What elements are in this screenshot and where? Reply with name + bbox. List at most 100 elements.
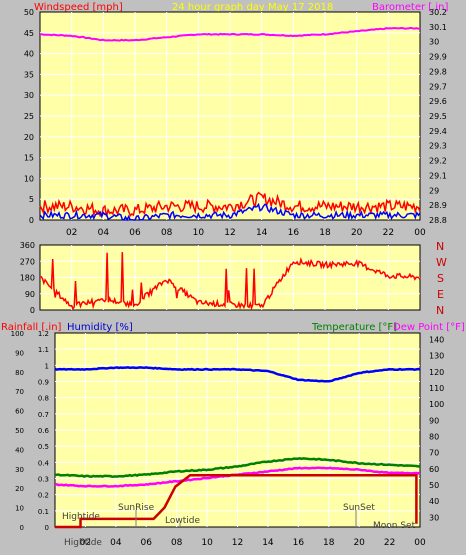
bottom-xtick-22: 22 — [384, 538, 395, 548]
top-xtick-12: 12 — [224, 228, 235, 238]
top-xtick-08: 08 — [161, 228, 173, 238]
temp-ytick-120: 120 — [429, 368, 444, 377]
top-ytick-right-29.2: 29.2 — [429, 157, 447, 166]
barometer-label: Barometer [.in] — [372, 2, 448, 13]
top-xtick-20: 20 — [351, 228, 363, 238]
top-ytick-left-35: 35 — [24, 70, 34, 79]
hum-ytick-60: 60 — [15, 408, 24, 416]
top-ytick-left-20: 20 — [24, 133, 34, 142]
top-ytick-right-29.7: 29.7 — [429, 82, 447, 91]
barometer-line — [40, 26, 420, 42]
top-xtick-04: 04 — [98, 228, 110, 238]
temp-ytick-50: 50 — [429, 481, 439, 490]
top-ytick-right-30: 30 — [429, 38, 439, 47]
rain-ytick-1.1: 1.1 — [38, 346, 49, 354]
rain-ytick-0.1: 0.1 — [38, 508, 49, 516]
temperature-label: Temperature [°F] — [311, 322, 397, 333]
top-ytick-left-40: 40 — [24, 50, 34, 59]
top-ytick-right-29.9: 29.9 — [429, 53, 447, 62]
bottom-xtick-00: 00 — [414, 538, 426, 548]
temperature-line — [54, 457, 421, 478]
hum-ytick-30: 30 — [15, 466, 24, 474]
top-xtick-02: 02 — [66, 228, 77, 238]
temp-ytick-100: 100 — [429, 400, 444, 409]
compass-n-top: N — [436, 240, 444, 253]
top-xtick-18: 18 — [319, 228, 331, 238]
humidity-line — [54, 366, 421, 383]
top-ytick-left-10: 10 — [24, 174, 34, 183]
bottom-xtick-20: 20 — [353, 538, 365, 548]
rain-ytick-0.9: 0.9 — [38, 379, 49, 387]
axis-ticks: 02 04 06 08 10 12 14 16 18 20 22 000510152025303540… — [11, 8, 447, 548]
top-ytick-left-45: 45 — [24, 29, 34, 38]
mid-ytick-90: 90 — [25, 290, 35, 299]
compass-s: S — [437, 272, 444, 285]
rain-ytick-1.2: 1.2 — [38, 330, 49, 338]
series-lines — [39, 26, 421, 529]
hum-ytick-70: 70 — [15, 388, 24, 396]
top-ytick-left-5: 5 — [29, 195, 34, 204]
bottom-xtick-12: 12 — [232, 538, 243, 548]
top-ytick-right-30.2: 30.2 — [429, 8, 447, 17]
moonset-annotation: Moon Set — [373, 521, 416, 531]
mid-ytick-270: 270 — [20, 257, 35, 266]
compass-e: E — [437, 288, 444, 301]
top-xtick-22: 22 — [383, 228, 394, 238]
rain-ytick-0.2: 0.2 — [38, 492, 49, 500]
rain-ytick-0: 0 — [45, 524, 49, 532]
hightide-bottom-annotation: Hightide — [64, 538, 102, 548]
hum-ytick-40: 40 — [15, 446, 24, 454]
hum-ytick-10: 10 — [15, 505, 24, 513]
top-ytick-right-30.1: 30.1 — [429, 23, 447, 32]
rain-ytick-0.5: 0.5 — [38, 443, 49, 451]
annotations: Hightide SunRise Lowtide SunSet Moon Set… — [62, 503, 416, 548]
top-ytick-left-15: 15 — [24, 154, 34, 163]
hum-ytick-50: 50 — [15, 427, 24, 435]
hum-ytick-80: 80 — [15, 369, 24, 377]
bottom-xtick-02: 02 — [80, 538, 91, 548]
windspeed-label: Windspeed [mph] — [34, 2, 123, 13]
hum-ytick-0: 0 — [20, 524, 24, 532]
humidity-label: Humidity [%] — [67, 322, 133, 333]
top-xtick-14: 14 — [256, 228, 268, 238]
hum-ytick-20: 20 — [15, 485, 24, 493]
temp-ytick-110: 110 — [429, 384, 444, 393]
rain-ytick-0.3: 0.3 — [38, 476, 49, 484]
temp-ytick-60: 60 — [429, 465, 439, 474]
top-ytick-left-25: 25 — [24, 112, 34, 121]
temp-ytick-130: 130 — [429, 352, 444, 361]
top-xtick-06: 06 — [129, 228, 141, 238]
temp-ytick-140: 140 — [429, 335, 444, 344]
top-ytick-left-50: 50 — [24, 8, 34, 17]
sunrise-annotation: SunRise — [118, 503, 155, 513]
top-ytick-right-29: 29 — [429, 186, 439, 195]
mid-ytick-0: 0 — [30, 306, 35, 315]
top-ytick-left-0: 0 — [29, 216, 34, 225]
temp-ytick-80: 80 — [429, 432, 439, 441]
hum-ytick-90: 90 — [15, 349, 24, 357]
rain-ytick-0.4: 0.4 — [38, 459, 50, 467]
top-xtick-10: 10 — [193, 228, 205, 238]
mid-ytick-180: 180 — [20, 274, 35, 283]
compass-n-bottom: N — [436, 304, 444, 317]
sunset-annotation: SunSet — [343, 503, 375, 513]
rain-ytick-0.7: 0.7 — [38, 411, 49, 419]
top-ytick-right-28.8: 28.8 — [429, 216, 447, 225]
chart-title: 24 hour graph day May 17 2018 — [172, 2, 333, 13]
hightide-annotation: Hightide — [62, 512, 100, 522]
dewpoint-label: Dew Point [°F] — [393, 322, 465, 333]
bottom-xtick-18: 18 — [323, 538, 335, 548]
hum-ytick-100: 100 — [11, 330, 24, 338]
temp-ytick-30: 30 — [429, 513, 439, 522]
bottom-xtick-16: 16 — [293, 538, 305, 548]
bottom-xtick-10: 10 — [201, 538, 213, 548]
bottom-xtick-14: 14 — [262, 538, 274, 548]
bottom-xtick-06: 06 — [141, 538, 153, 548]
top-ytick-right-29.6: 29.6 — [429, 97, 447, 106]
top-ytick-left-30: 30 — [24, 91, 34, 100]
top-ytick-right-29.8: 29.8 — [429, 67, 447, 76]
top-xtick-00: 00 — [414, 228, 426, 238]
bottom-xtick-08: 08 — [171, 538, 183, 548]
top-ytick-right-29.1: 29.1 — [429, 171, 447, 180]
